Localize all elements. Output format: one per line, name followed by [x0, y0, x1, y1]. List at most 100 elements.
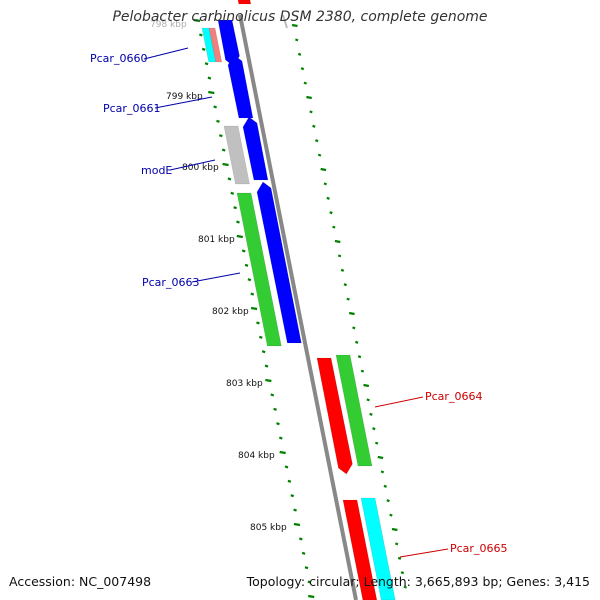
- tick-mark: [312, 124, 316, 128]
- tick-mark: [366, 398, 370, 402]
- tick-mark: [304, 566, 309, 570]
- leader-line: [399, 548, 449, 558]
- scale-label: 804 kbp: [238, 451, 275, 461]
- gene-feature-red-top: [237, 0, 252, 5]
- gene-feature-gray: [223, 125, 250, 185]
- tick-mark: [300, 67, 305, 71]
- tick-mark: [369, 412, 373, 416]
- tick-mark: [360, 369, 365, 373]
- gene-label: Pcar_0661: [103, 102, 160, 115]
- accession-text: Accession: NC_007498: [9, 574, 152, 589]
- gene-feature-green: [335, 354, 373, 467]
- tick-mark: [250, 292, 255, 296]
- leader-line: [169, 159, 216, 171]
- tick-mark: [293, 522, 301, 527]
- tick-mark: [397, 556, 402, 560]
- gene-feature-pink: [208, 27, 223, 63]
- tick-mark: [298, 537, 303, 541]
- tick-mark: [287, 479, 292, 483]
- gene-feature-red: [342, 499, 378, 600]
- tick-mark: [278, 436, 283, 440]
- tick-mark: [303, 81, 308, 85]
- tick-mark: [394, 542, 399, 546]
- tick-mark: [403, 585, 407, 589]
- gene-feature-blue: [227, 54, 254, 119]
- tick-mark: [380, 470, 385, 474]
- tick-mark: [293, 508, 297, 512]
- tick-mark: [221, 148, 226, 152]
- tick-mark: [349, 311, 355, 316]
- tick-mark: [374, 441, 379, 445]
- genome-backbone: [238, 14, 358, 600]
- gene-label: Pcar_0660: [90, 52, 147, 65]
- tick-mark: [295, 38, 299, 42]
- scale-label: 798 kbp: [150, 20, 187, 30]
- tick-mark: [320, 167, 327, 172]
- tick-mark: [372, 427, 376, 431]
- gene-feature-red: [316, 357, 353, 475]
- map-labels: 798 kbp 799 kbp 800 kbp 801 kbp 802 kbp 803 k…: [90, 20, 507, 558]
- genome-stats-text: Topology: circular; Length: 3,665,893 bp…: [246, 574, 590, 589]
- tick-mark: [250, 306, 258, 311]
- gene-feature-blue: [256, 181, 302, 344]
- tick-mark: [377, 455, 384, 460]
- tick-mark: [346, 297, 350, 301]
- tick-mark: [329, 211, 333, 215]
- tick-mark: [337, 254, 342, 258]
- tick-mark: [193, 18, 201, 23]
- tick-mark: [343, 283, 347, 287]
- tick-mark: [334, 239, 341, 244]
- tick-mark: [391, 527, 398, 532]
- tick-mark: [297, 52, 302, 56]
- tick-mark: [208, 90, 215, 95]
- gene-feature-cyan: [360, 497, 396, 600]
- tick-mark: [279, 450, 286, 455]
- scale-label: 799 kbp: [166, 92, 203, 102]
- tick-mark: [222, 162, 229, 167]
- tick-mark: [264, 364, 269, 368]
- scale-label: 802 kbp: [212, 307, 249, 317]
- tick-mark: [306, 95, 312, 100]
- tick-mark: [276, 422, 280, 426]
- gene-label: Pcar_0665: [450, 542, 507, 555]
- tick-mark: [389, 513, 393, 517]
- tick-mark: [236, 220, 240, 224]
- tick-mark: [241, 249, 246, 253]
- tick-mark: [270, 393, 275, 397]
- tick-mark: [301, 551, 306, 555]
- map-title: Pelobacter carbinolicus DSM 2380, comple…: [112, 9, 488, 25]
- leader-line: [154, 96, 213, 109]
- gene-label: modE: [141, 164, 172, 177]
- tick-mark: [230, 191, 235, 195]
- tick-mark: [227, 177, 232, 181]
- tick-mark: [261, 350, 266, 354]
- tick-mark: [244, 263, 249, 267]
- tick-mark: [308, 594, 315, 599]
- tick-mark: [317, 153, 322, 157]
- tick-mark: [386, 499, 390, 503]
- scale-label: 800 kbp: [182, 163, 219, 173]
- leader-line: [143, 47, 189, 60]
- tick-mark: [198, 33, 203, 37]
- gene-feature-green: [236, 192, 282, 347]
- tick-mark: [216, 119, 220, 123]
- tick-mark: [307, 580, 312, 584]
- tick-mark: [265, 378, 272, 383]
- scale-label: 805 kbp: [250, 523, 287, 533]
- tick-mark: [201, 47, 206, 51]
- leader-line: [191, 272, 241, 283]
- gene-label: Pcar_0663: [142, 276, 199, 289]
- tick-mark: [354, 340, 359, 344]
- tick-mark: [247, 278, 252, 282]
- gene-label: Pcar_0664: [425, 390, 482, 403]
- tick-mark: [326, 196, 330, 200]
- gene-features: [201, 0, 396, 600]
- tick-mark: [340, 268, 345, 272]
- tick-marks-right: [291, 23, 407, 600]
- tick-mark: [258, 335, 263, 339]
- tick-mark: [332, 225, 336, 229]
- tick-mark: [256, 321, 260, 325]
- scale-label: 801 kbp: [198, 235, 235, 245]
- tick-mark: [309, 110, 313, 114]
